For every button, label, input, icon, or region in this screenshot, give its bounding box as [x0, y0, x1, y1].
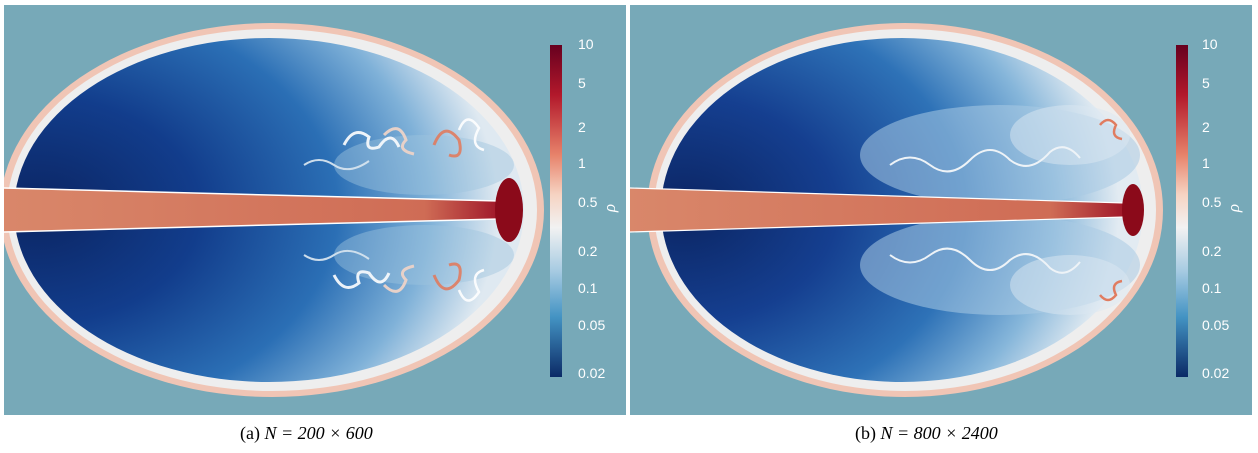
- caption-b-prefix: (b): [855, 423, 876, 443]
- caption-a-expr: N = 200 × 600: [264, 423, 373, 443]
- colorbar-tick: 5: [1202, 75, 1210, 91]
- mixing-layer-b: [860, 105, 1140, 315]
- mixing-layer-a: [303, 118, 514, 302]
- colorbar-tick: 0.5: [578, 194, 598, 210]
- colorbar-tick: 0.05: [578, 317, 606, 333]
- colorbar-tick: 0.02: [578, 365, 606, 381]
- colorbar-tick: 10: [1202, 36, 1218, 52]
- caption-a: (a) N = 200 × 600: [240, 423, 373, 444]
- colorbar-a: [550, 45, 562, 377]
- jet-head-b: [1122, 184, 1144, 236]
- simulation-panel-b: 10 5 2 1 0.5 0.2 0.1 0.05 0.02 ρ: [630, 5, 1252, 415]
- colorbar-tick: 1: [1202, 155, 1210, 171]
- colorbar-tick: 1: [578, 155, 586, 171]
- caption-b: (b) N = 800 × 2400: [855, 423, 998, 444]
- simulation-panel-a: 10 5 2 1 0.5 0.2 0.1 0.05 0.02 ρ: [4, 5, 626, 415]
- colorbar-tick: 2: [578, 119, 586, 135]
- colorbar-tick: 10: [578, 36, 594, 52]
- colorbar-tick: 0.1: [1202, 280, 1222, 296]
- jet-head-a: [495, 178, 523, 242]
- jet-a: [4, 188, 499, 232]
- caption-b-expr: N = 800 × 2400: [880, 423, 998, 443]
- colorbar-tick: 5: [578, 75, 586, 91]
- colorbar-b: [1176, 45, 1188, 377]
- colorbar-tick: 0.02: [1202, 365, 1230, 381]
- colorbar-tick: 0.5: [1202, 194, 1222, 210]
- colorbar-tick: 0.1: [578, 280, 598, 296]
- jet-b: [630, 188, 1125, 232]
- density-map-a: [4, 5, 626, 415]
- colorbar-symbol: ρ: [600, 203, 620, 213]
- colorbar-tick: 0.2: [1202, 243, 1222, 259]
- colorbar-tick: 0.2: [578, 243, 598, 259]
- colorbar-tick: 0.05: [1202, 317, 1230, 333]
- colorbar-symbol: ρ: [1224, 203, 1244, 213]
- caption-a-prefix: (a): [240, 423, 260, 443]
- colorbar-tick: 2: [1202, 119, 1210, 135]
- density-map-b: [630, 5, 1252, 415]
